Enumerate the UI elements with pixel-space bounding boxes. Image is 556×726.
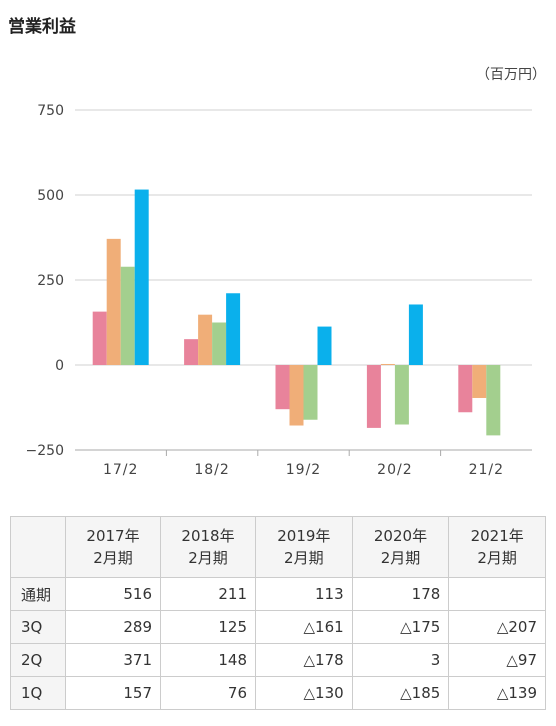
column-year: 2021年	[470, 527, 524, 545]
y-tick-label: 500	[37, 188, 64, 204]
row-label: 通期	[10, 577, 66, 611]
bar	[289, 365, 304, 426]
bar	[408, 304, 423, 365]
table-cell: △130	[255, 676, 353, 710]
table-cell: 76	[160, 676, 256, 710]
x-tick-label: 20/2	[377, 462, 412, 478]
table-cell: 157	[65, 676, 161, 710]
table-cell: △207	[448, 610, 546, 644]
column-year: 2020年	[373, 527, 428, 545]
column-period: 2月期	[477, 549, 517, 567]
column-header-2021: 2021年 2月期	[448, 516, 546, 578]
bar	[486, 365, 501, 436]
bar	[212, 322, 227, 365]
table-cell: 211	[160, 577, 256, 611]
table-cell: △97	[448, 643, 546, 677]
table-cell: △185	[351, 676, 450, 710]
column-header-2017: 2017年 2月期	[65, 516, 161, 578]
table-cell: 516	[65, 577, 161, 611]
table-cell	[448, 577, 546, 611]
table-row-2q: 2Q 371 148 △178 3 △97	[10, 643, 546, 677]
column-period: 2月期	[380, 549, 421, 567]
x-tick-label: 18/2	[194, 462, 229, 478]
table-cell: 3	[351, 643, 450, 677]
table-cell: △161	[255, 610, 353, 644]
column-header-2020: 2020年 2月期	[351, 516, 450, 578]
table-cell: △178	[255, 643, 353, 677]
bar	[366, 365, 381, 428]
chart-title: 営業利益	[8, 17, 76, 37]
y-tick-label: 750	[37, 103, 64, 119]
column-period: 2月期	[284, 549, 324, 567]
y-tick-label: 250	[37, 273, 64, 289]
column-header-2019: 2019年 2月期	[255, 516, 353, 578]
y-tick-label: −250	[26, 443, 64, 459]
bar	[317, 326, 332, 365]
bar	[92, 311, 107, 365]
row-label: 3Q	[10, 610, 66, 644]
x-tick-label: 19/2	[286, 462, 321, 478]
column-period: 2月期	[188, 549, 228, 567]
table-row-3q: 3Q 289 125 △161 △175 △207	[10, 610, 546, 644]
table-corner-cell	[10, 516, 66, 578]
bar	[198, 314, 213, 365]
bar	[303, 365, 318, 420]
x-tick-label: 21/2	[469, 462, 504, 478]
row-label: 1Q	[10, 676, 66, 710]
bar	[226, 293, 241, 365]
operating-profit-chart: −250 0 250 500 750 17/2 18/2 19/2 20/2 21/2	[26, 103, 532, 478]
column-year: 2018年	[181, 527, 235, 545]
bar	[106, 238, 121, 365]
column-year: 2019年	[277, 527, 331, 545]
column-header-2018: 2018年 2月期	[160, 516, 256, 578]
table-cell: 178	[351, 577, 450, 611]
bar	[458, 365, 473, 413]
column-period: 2月期	[93, 549, 133, 567]
table-cell: △139	[448, 676, 546, 710]
table-cell: 289	[65, 610, 161, 644]
table-row-1q: 1Q 157 76 △130 △185 △139	[10, 676, 546, 710]
table-cell: △175	[351, 610, 450, 644]
bar	[275, 365, 290, 410]
row-label: 2Q	[10, 643, 66, 677]
bar	[380, 363, 395, 365]
table-header-row: 2017年 2月期 2018年 2月期 2019年 2月期 2020年 2月期 2021…	[10, 516, 546, 578]
table-cell: 125	[160, 610, 256, 644]
column-year: 2017年	[86, 527, 140, 545]
table-cell: 113	[255, 577, 353, 611]
y-tick-label: 0	[55, 358, 64, 374]
operating-profit-table: 2017年 2月期 2018年 2月期 2019年 2月期 2020年 2月期 2021…	[10, 516, 546, 710]
unit-label: （百万円）	[476, 67, 546, 83]
bar	[472, 365, 487, 398]
bar	[394, 365, 409, 425]
bar	[134, 189, 149, 365]
table-row-full-year: 通期 516 211 113 178	[10, 577, 546, 611]
bar	[184, 339, 199, 365]
table-cell: 148	[160, 643, 256, 677]
x-tick-label: 17/2	[103, 462, 138, 478]
bar	[120, 266, 135, 365]
table-cell: 371	[65, 643, 161, 677]
